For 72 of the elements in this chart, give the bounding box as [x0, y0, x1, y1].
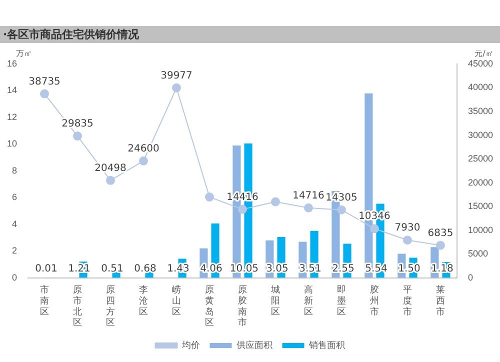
point: [270, 197, 280, 206]
x-tick-label: 原四方区: [106, 284, 116, 328]
y2-tick-label: 10000: [468, 224, 494, 235]
y-tick-label: 16: [6, 58, 18, 68]
data-label: 38735: [28, 76, 60, 88]
point: [336, 205, 346, 214]
x-tick-label: 即墨区: [336, 284, 346, 316]
x-tick-label: 平度市: [402, 284, 412, 316]
data-label: 7930: [394, 222, 420, 234]
data-label: 29835: [62, 118, 94, 130]
y-tick-label: 0: [12, 272, 18, 282]
point: [238, 204, 247, 214]
y2-tick-label: 30000: [468, 130, 494, 140]
y-tick-label: 12: [6, 112, 18, 122]
point: [370, 224, 379, 234]
data-label: 39977: [160, 70, 192, 82]
x-tick-label: 城阳区: [270, 284, 280, 316]
data-label: 20498: [94, 163, 126, 174]
y2-tick-label: 25000: [468, 154, 494, 164]
y2-axis-title: 元/㎡: [474, 49, 494, 58]
data-label: 24600: [128, 144, 160, 155]
y2-tick-label: 45000: [468, 58, 494, 68]
legend-label: 供应面积: [236, 340, 272, 350]
point: [204, 192, 214, 202]
data-label: 0.68: [134, 263, 156, 274]
y-tick-label: 8: [12, 165, 18, 176]
x-tick-label: 胶州市: [370, 284, 379, 316]
point: [172, 83, 181, 92]
x-tick-label: 市南区: [40, 284, 50, 316]
y2-tick-label: 20000: [468, 177, 494, 188]
y2-tick-label: 15000: [468, 201, 494, 212]
data-label: 10346: [358, 211, 390, 222]
data-label: 3.05: [266, 263, 288, 274]
legend-label: 均价: [180, 340, 200, 350]
point: [106, 176, 116, 185]
x-tick-label: 高新区: [304, 284, 313, 316]
x-tick-label: 原胶南市: [238, 284, 247, 328]
point: [40, 89, 50, 98]
data-label: 6835: [428, 228, 454, 239]
y2-tick-label: 40000: [468, 82, 494, 92]
y-tick-label: 2: [12, 246, 18, 256]
y-tick-label: 4: [12, 218, 18, 229]
y2-tick-label: 0: [468, 272, 473, 282]
data-label: 2.55: [332, 263, 354, 274]
point: [73, 132, 82, 141]
x-tick-label: 崂山区: [172, 284, 181, 316]
data-label: 5.54: [365, 263, 388, 274]
point: [304, 203, 313, 212]
data-label: 14716: [292, 190, 324, 202]
data-label: 10.05: [230, 263, 259, 274]
point: [436, 240, 445, 250]
y-tick-label: 14: [6, 85, 18, 96]
point: [402, 236, 412, 245]
y2-tick-label: 5000: [468, 248, 488, 259]
x-tick-label: 原黄岛区: [204, 284, 214, 328]
data-label: 1.18: [431, 263, 454, 274]
data-label: 1.50: [398, 263, 420, 274]
data-label: 4.06: [200, 263, 222, 274]
x-tick-label: 莱西市: [436, 284, 445, 316]
y-axis-title: 万㎡: [16, 49, 32, 58]
chart-title: ·各区市商品住宅供销价情况: [0, 26, 500, 43]
y2-tick-label: 35000: [468, 106, 494, 116]
legend-label: 销售面积: [308, 340, 345, 350]
data-label: 0.51: [101, 263, 124, 274]
x-tick-label: 原市北区: [73, 284, 82, 328]
data-label: 0.01: [35, 263, 58, 274]
x-tick-label: 李沧区: [139, 284, 148, 316]
data-label: 3.51: [299, 263, 322, 274]
data-label: 14416: [226, 192, 258, 203]
y-tick-label: 6: [12, 192, 18, 202]
point: [139, 156, 148, 166]
y-tick-label: 10: [6, 138, 18, 149]
